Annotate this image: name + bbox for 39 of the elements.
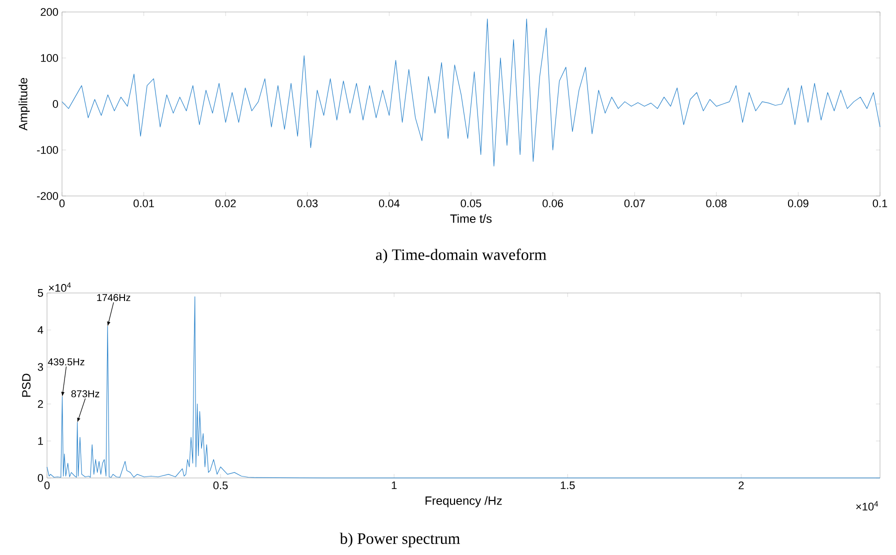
annotation: 1746Hz xyxy=(97,294,130,302)
y-axis-title: PSD xyxy=(22,374,31,397)
y-tick-label: 5 xyxy=(38,289,44,297)
y-tick-label: 3 xyxy=(38,363,44,371)
text: ×10$^{4}$ xyxy=(856,501,878,511)
y-tick-label: -200 xyxy=(37,192,58,200)
x-tick-label: 0.5 xyxy=(213,482,228,490)
annotation: 439.5Hz xyxy=(48,358,84,366)
y-tick-label: 100 xyxy=(41,54,58,62)
y-tick-label: 0 xyxy=(52,100,58,108)
text: a) Time-domain waveform xyxy=(376,248,546,264)
line-series xyxy=(46,296,880,478)
x-axis-title: Frequency /Hz xyxy=(426,496,502,508)
text: b) Power spectrum xyxy=(340,532,460,548)
x-tick-label: 0.05 xyxy=(460,200,482,208)
y-tick-label: 0 xyxy=(38,474,44,482)
x-tick-label: 1 xyxy=(392,482,397,490)
y-tick-label: 200 xyxy=(40,8,58,16)
x-tick-label: 0.04 xyxy=(378,200,400,208)
x-tick-label: 0.1 xyxy=(872,200,888,208)
x-tick-label: 2 xyxy=(738,482,744,490)
x-tick-label: 0.09 xyxy=(788,200,808,208)
y-tick-label: 1 xyxy=(38,437,43,445)
x-tick-label: 0.06 xyxy=(542,200,563,208)
y-tick-label: 4 xyxy=(38,326,44,334)
x-tick-label: 0.02 xyxy=(215,200,236,208)
x-tick-label: 0 xyxy=(59,200,65,208)
x-tick-label: 0.08 xyxy=(706,200,727,208)
y-tick-label: 2 xyxy=(38,400,43,408)
x-axis-title: Time t/s xyxy=(450,214,492,223)
x-tick-label: 0.07 xyxy=(624,200,645,208)
x-tick-label: 1.5 xyxy=(560,482,575,490)
text: ×10$^{4}$ xyxy=(48,282,71,292)
y-axis-title: Amplitude xyxy=(18,78,30,131)
annotation: 873Hz xyxy=(71,390,100,398)
x-tick-label: 0.01 xyxy=(134,200,154,208)
y-tick-label: -100 xyxy=(37,146,58,154)
line-series xyxy=(62,18,880,166)
x-tick-label: 0.03 xyxy=(297,200,318,208)
